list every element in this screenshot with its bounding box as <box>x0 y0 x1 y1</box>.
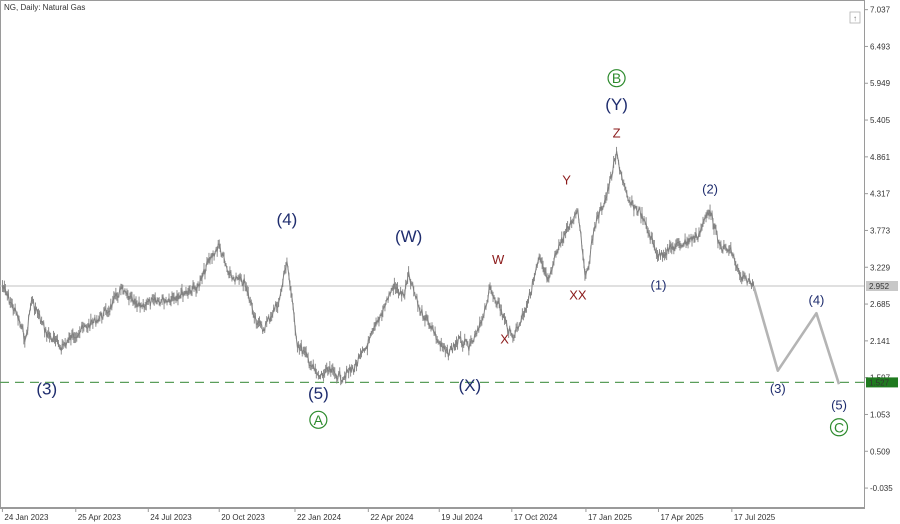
wave-label: (Y) <box>605 95 628 114</box>
projection-path <box>752 285 841 385</box>
wave-label: (W) <box>395 227 422 246</box>
y-tick-label: 6.493 <box>870 42 891 51</box>
current-price-label: 2.952 <box>869 282 890 291</box>
scroll-button[interactable]: ↑ <box>849 11 861 24</box>
wave-label: (3) <box>770 381 786 396</box>
wave-label: Z <box>613 125 621 140</box>
x-tick-label: 17 Apr 2025 <box>660 513 704 522</box>
price-levels <box>0 285 864 384</box>
x-tick-label: 17 Jul 2025 <box>734 513 776 522</box>
y-tick-label: -0.035 <box>870 484 893 493</box>
x-tick-label: 25 Apr 2023 <box>78 513 122 522</box>
wave-label: (4) <box>277 210 298 229</box>
x-tick-label: 19 Jul 2024 <box>441 513 483 522</box>
wave-label: XX <box>569 288 587 303</box>
wave-labels: (3) (4) (5) A (W) (X) W X Y XX Z (Y) B (1) (2) (3) (4) (5… <box>36 69 849 437</box>
support-label: 1.527 <box>869 378 890 387</box>
plot-frame-right <box>864 0 900 524</box>
y-tick-label: 7.037 <box>870 6 891 15</box>
y-tick-label: 2.685 <box>870 300 891 309</box>
x-tick-label: 22 Apr 2024 <box>370 513 414 522</box>
wave-label: Y <box>562 173 571 188</box>
x-tick-label: 22 Jan 2024 <box>297 513 342 522</box>
current-price-badge <box>866 280 898 291</box>
wave-circle-b <box>607 69 626 88</box>
plot-frame <box>0 0 865 508</box>
y-tick-label: 1.053 <box>870 410 891 419</box>
scroll-arrow-icon: ↑ <box>853 14 857 23</box>
support-badge <box>866 377 898 388</box>
x-tick-label: 17 Oct 2024 <box>514 513 558 522</box>
wave-label: (2) <box>702 181 718 196</box>
wave-label-b: B <box>612 70 621 86</box>
wave-label: (1) <box>651 278 667 293</box>
wave-label-c: C <box>834 419 844 435</box>
wave-label: (X) <box>459 376 482 395</box>
wave-label: W <box>492 252 505 267</box>
x-axis: 24 Jan 2023 25 Apr 2023 24 Jul 2023 20 Oct … <box>1 508 776 522</box>
y-tick-label: 4.317 <box>870 190 891 199</box>
y-tick-label: 3.229 <box>870 263 891 272</box>
wave-label: X <box>500 332 509 347</box>
y-tick-label: 4.861 <box>870 153 891 162</box>
wave-label: (3) <box>36 379 57 398</box>
wave-circle-c <box>829 418 849 437</box>
wave-label: (5) <box>308 384 329 403</box>
wave-label: (5) <box>831 397 847 412</box>
x-tick-label: 24 Jul 2023 <box>150 513 192 522</box>
y-tick-label: 3.773 <box>870 226 891 235</box>
axis-price-labels: 2.952 1.527 <box>866 280 898 388</box>
chart-title: NG, Daily: Natural Gas <box>4 3 85 12</box>
y-tick-label: 2.141 <box>870 337 891 346</box>
y-tick-label: 5.949 <box>870 79 891 88</box>
wave-circle-a <box>309 410 328 429</box>
price-line <box>1 150 755 384</box>
wave-label-a: A <box>314 412 324 428</box>
wave-projection <box>752 285 841 385</box>
x-tick-label: 20 Oct 2023 <box>221 513 265 522</box>
y-tick-label: 5.405 <box>870 116 891 125</box>
x-tick-label: 17 Jan 2025 <box>588 513 633 522</box>
price-series <box>1 146 755 386</box>
wave-label: (4) <box>809 292 825 307</box>
x-tick-label: 24 Jan 2023 <box>4 513 49 522</box>
y-tick-label: 0.509 <box>870 447 891 456</box>
